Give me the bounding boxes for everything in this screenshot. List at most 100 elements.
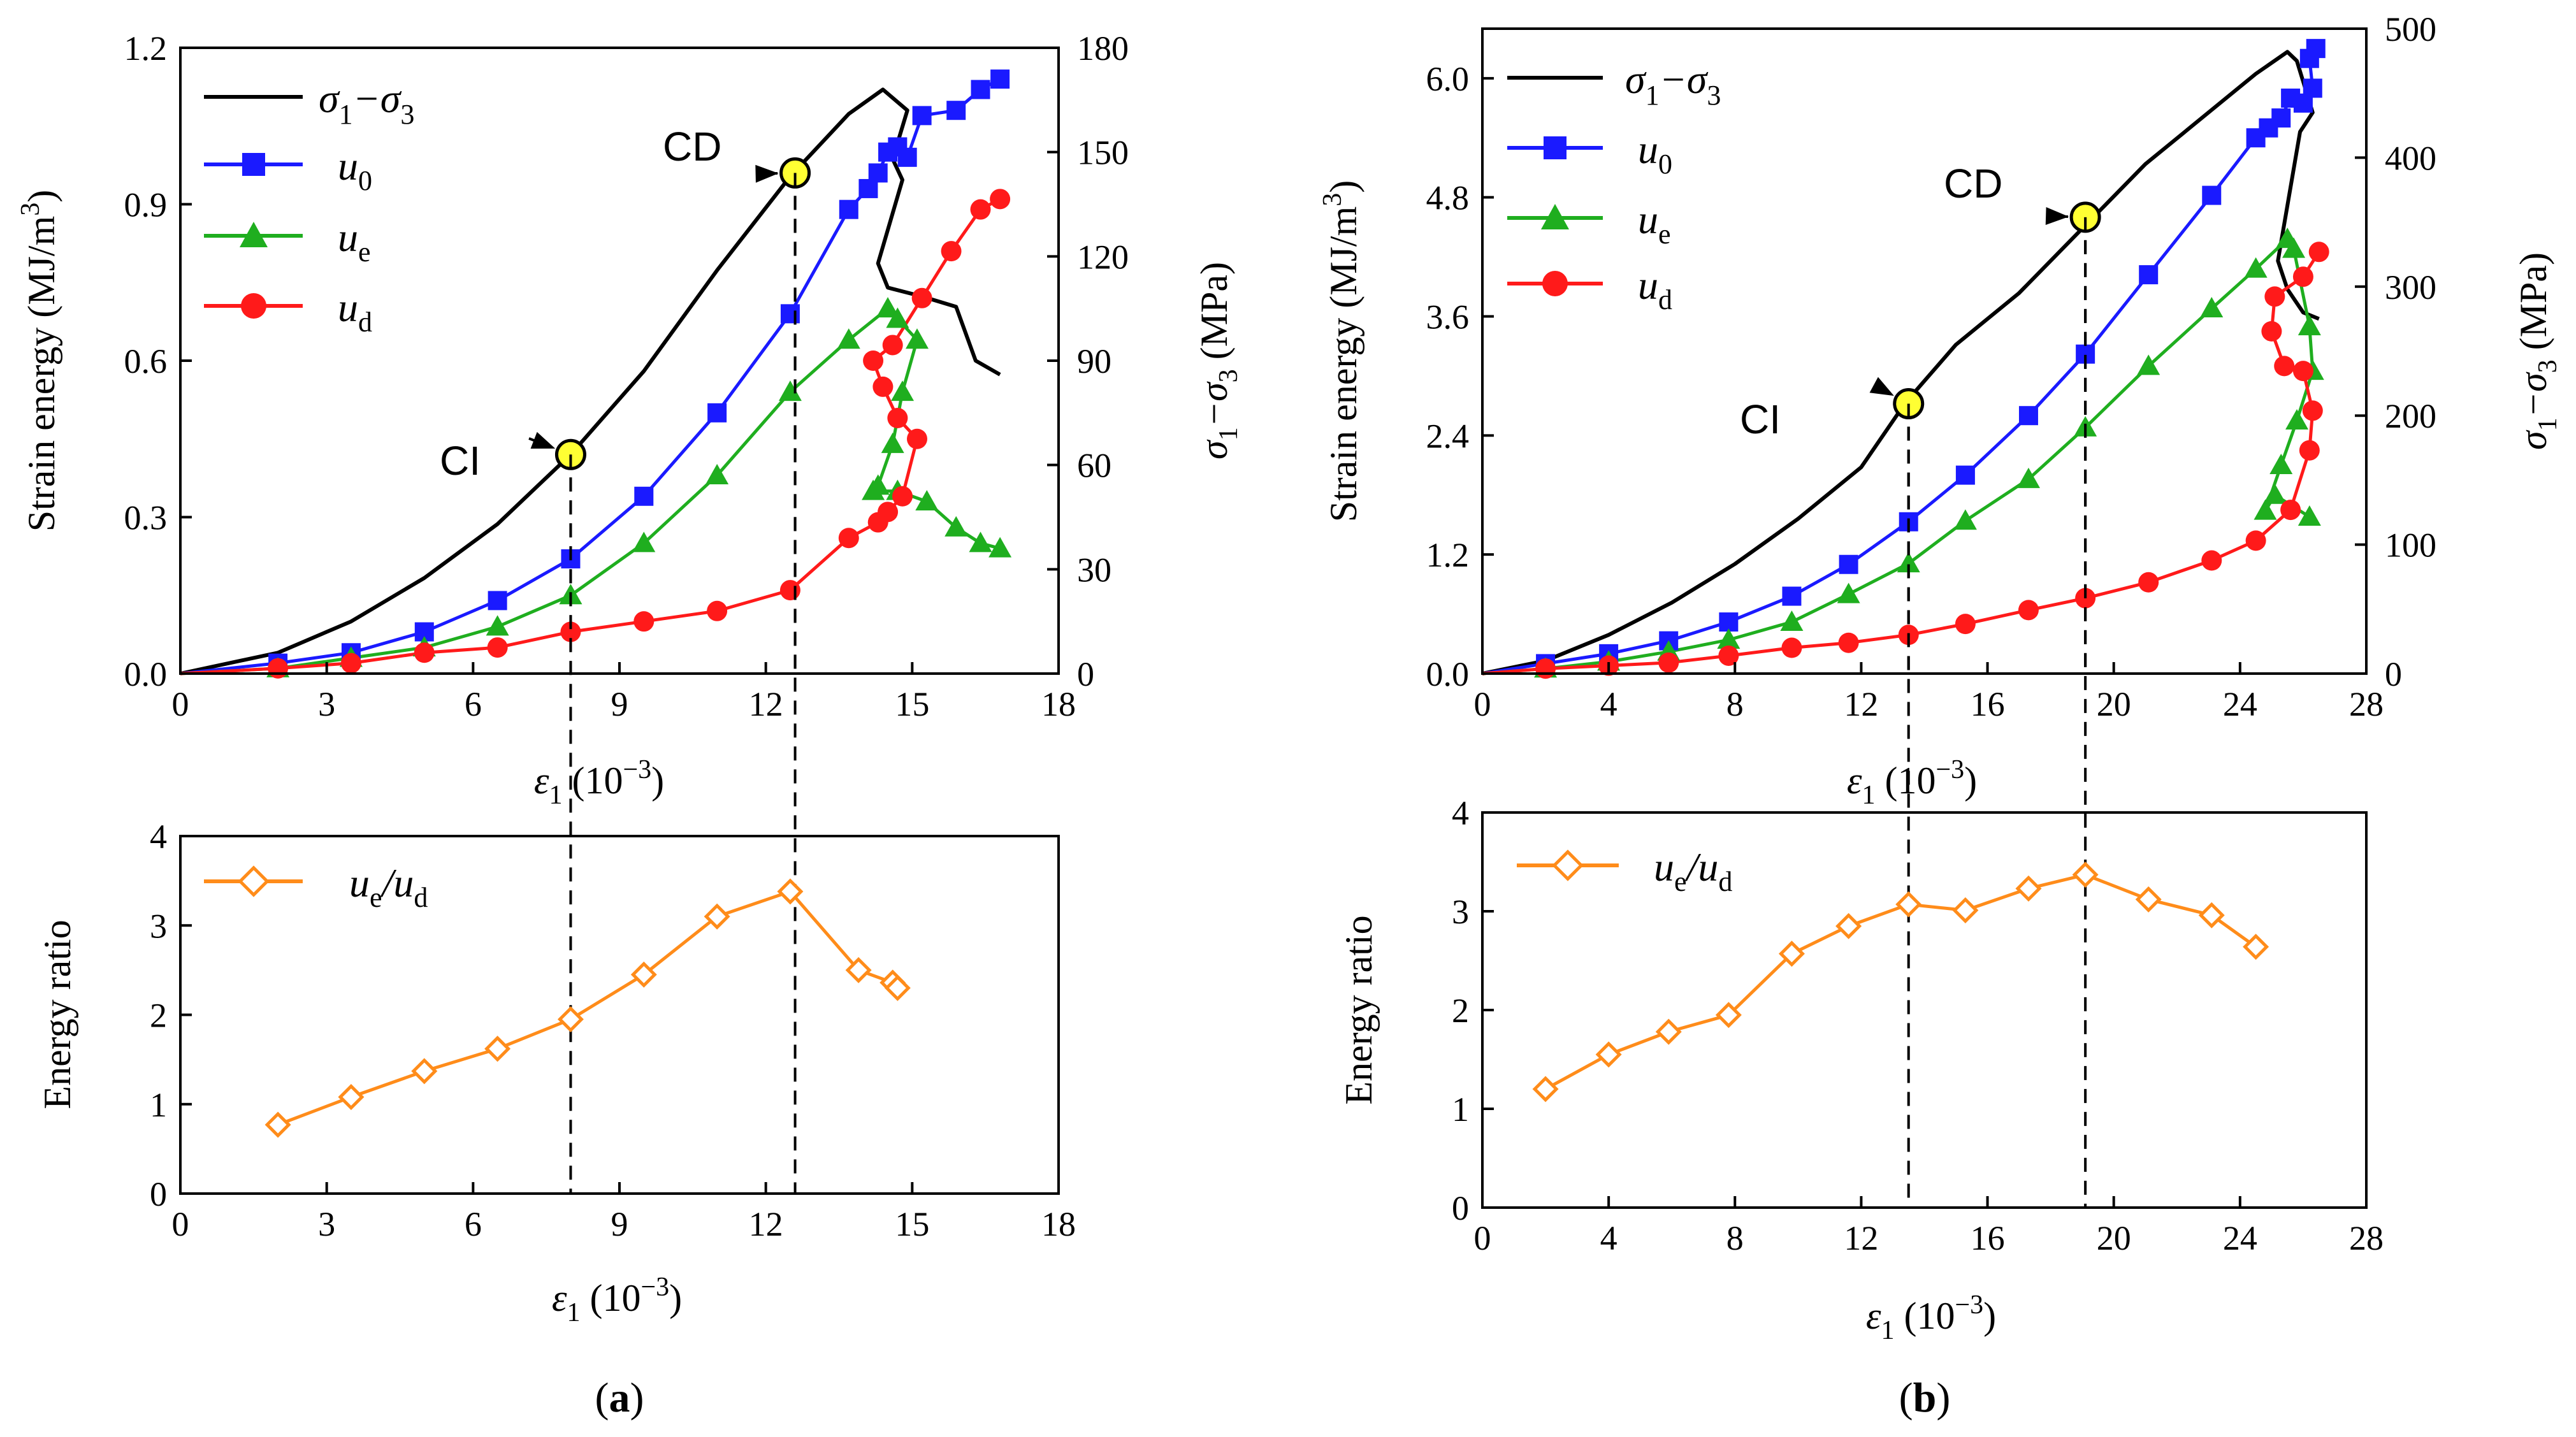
y2-tick-label: 0 — [1077, 655, 1094, 693]
y-tick-label: 2.4 — [1426, 417, 1470, 455]
data-point-u0 — [1782, 586, 1802, 606]
legend-marker-u0 — [242, 153, 265, 176]
y2-tick-label: 0 — [2385, 655, 2402, 693]
y-tick-label: 1 — [150, 1086, 167, 1124]
legend-label-ud: ud — [338, 285, 372, 338]
y-tick-label: 6.0 — [1426, 60, 1470, 98]
data-point-ud — [1838, 632, 1859, 653]
legend-label-ue: ue — [338, 215, 371, 268]
data-point-u0 — [912, 106, 932, 126]
legend-label-ue-b: ue — [1638, 197, 1671, 250]
data-point-ud — [2274, 356, 2295, 377]
y2-tick-label: 90 — [1077, 342, 1111, 380]
legend-label-ratio-a: ue/ud — [349, 860, 428, 913]
data-point-u0 — [2306, 39, 2326, 59]
x-tick-label: 12 — [1844, 1219, 1878, 1257]
data-point-ud — [2280, 500, 2301, 521]
x-axis-title-epsilon-a-top: ε1 (10−3) — [534, 755, 664, 810]
legend-marker-ud — [241, 293, 266, 319]
data-point-u0 — [990, 69, 1010, 89]
data-point-u0 — [1719, 612, 1739, 632]
data-point-ud — [2299, 440, 2320, 461]
data-point-ud — [487, 637, 508, 658]
series-line-13 — [1482, 50, 2320, 675]
y-tick-label: 0 — [150, 1175, 167, 1213]
data-point-ud — [2138, 572, 2159, 593]
y-tick-label: 3.6 — [1426, 298, 1470, 336]
data-point-ue — [837, 328, 860, 349]
data-point-ueud — [1778, 941, 1805, 967]
data-point-ue — [944, 516, 968, 537]
x-tick-label: 24 — [2223, 685, 2257, 723]
callout-label-ci: CI — [1740, 396, 1781, 442]
data-point-ueud — [1595, 1041, 1622, 1068]
y2-axis-title-stress-b: σ1−σ3 (MPa) — [2512, 252, 2563, 450]
x-tick-label: 12 — [749, 1205, 783, 1243]
data-point-ueud — [630, 961, 657, 988]
legend-bottom-b: ue/ud — [1517, 844, 1732, 897]
data-point-ud — [882, 335, 903, 356]
legend-bottom-a: ue/ud — [204, 860, 428, 913]
data-point-ueud — [1715, 1002, 1742, 1029]
data-point-ueud — [1532, 1076, 1559, 1102]
data-point-ueud — [2243, 934, 2269, 960]
callout-label-cd: CD — [663, 124, 721, 170]
data-point-ueud — [411, 1058, 438, 1085]
data-point-ue — [706, 464, 729, 485]
data-point-ue — [862, 479, 885, 500]
y-axis-title-energy-ratio-b: Energy ratio — [1338, 915, 1380, 1104]
data-point-ue — [2244, 257, 2268, 278]
y2-tick-label: 500 — [2385, 10, 2436, 48]
y-tick-label: 0.6 — [124, 342, 168, 380]
y-axis-title-energy-ratio-a: Energy ratio — [36, 920, 78, 1109]
data-point-ue — [905, 328, 929, 349]
x-tick-label: 20 — [2097, 685, 2131, 723]
data-point-u0 — [1839, 554, 1858, 574]
y-tick-label: 0.3 — [124, 499, 168, 537]
y2-tick-label: 400 — [2385, 139, 2436, 177]
y2-tick-label: 60 — [1077, 447, 1111, 485]
y-tick-label: 2 — [150, 997, 167, 1035]
x-axis-title-epsilon-a-bottom: ε1 (10−3) — [552, 1273, 682, 1327]
callout-label-cd: CD — [1944, 161, 2002, 206]
data-point-ud — [2292, 361, 2313, 382]
data-point-ue — [876, 297, 900, 318]
data-point-ue — [2297, 505, 2321, 526]
data-point-ud — [2302, 400, 2323, 421]
x-axis-title-epsilon-b-top: ε1 (10−3) — [1847, 755, 1977, 810]
data-point-ueud — [777, 878, 804, 905]
data-point-ue — [778, 380, 802, 401]
data-point-u0 — [946, 101, 966, 120]
data-point-ud — [941, 241, 962, 262]
data-point-ud — [633, 611, 655, 632]
data-point-ud — [878, 502, 899, 523]
data-point-ue — [988, 537, 1012, 558]
x-axis-title-epsilon-b-bottom: ε1 (10−3) — [1866, 1290, 1996, 1345]
y-tick-label: 3 — [150, 907, 167, 945]
data-point-ud — [2201, 550, 2222, 571]
y-tick-label: 4 — [150, 818, 167, 856]
data-point-ud — [560, 621, 581, 642]
data-point-ud — [863, 350, 884, 371]
legend-label-stress-b: σ1−σ3 — [1625, 57, 1721, 111]
data-point-ud — [779, 580, 800, 601]
data-point-ueud — [1655, 1018, 1682, 1045]
legend-label-stress: σ1−σ3 — [319, 76, 414, 130]
y2-tick-label: 150 — [1077, 134, 1129, 172]
data-point-u0 — [897, 147, 917, 167]
data-point-ueud — [2072, 862, 2099, 888]
data-point-ud — [707, 600, 728, 621]
data-point-u0 — [839, 199, 858, 219]
legend-label-u0-b: u0 — [1638, 127, 1672, 180]
legend-marker-ue — [240, 222, 268, 247]
data-point-ue — [1897, 552, 1920, 573]
panel-a-top-chart: 0 3 6 9 12 15 18 0.0 0.3 0.6 0.9 1.2 0 30 60 90 120 150 18… — [16, 29, 1243, 810]
data-point-ue — [915, 489, 939, 510]
data-point-ud — [838, 528, 859, 549]
data-point-ud — [268, 658, 289, 679]
y2-tick-label: 200 — [2385, 397, 2436, 435]
data-point-ueud — [845, 957, 872, 983]
legend-top-a: σ1−σ3 u0 ue ud — [204, 76, 414, 338]
